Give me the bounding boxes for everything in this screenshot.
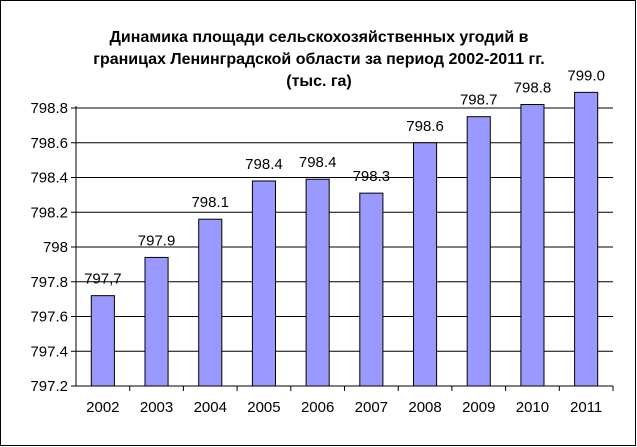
y-tick-label-5: 798.2 (30, 204, 68, 221)
data-label-2003: 797.9 (138, 232, 176, 249)
x-tick-label-2004: 2004 (194, 399, 227, 416)
y-tick-label-2: 797.6 (30, 309, 68, 326)
data-label-2008: 798.6 (406, 118, 444, 135)
y-tick-label-7: 798.6 (30, 135, 68, 152)
y-tick-label-1: 797.4 (30, 343, 68, 360)
y-tick-label-6: 798.4 (30, 170, 68, 187)
y-tick-label-3: 797.8 (30, 274, 68, 291)
bar-2002 (90, 295, 115, 387)
data-label-2010: 798.8 (514, 80, 552, 97)
y-tick-label-4: 798 (43, 239, 68, 256)
bar-2011 (574, 91, 599, 387)
chart-title-line-1: Динамика площади сельскохозяйственных уг… (110, 29, 529, 46)
bar-2005 (251, 180, 276, 387)
x-tick-label-2003: 2003 (140, 399, 173, 416)
data-label-2004: 798.1 (191, 194, 229, 211)
plot-area: 797.2 797.4 797.6 797.8 798 798.2 798.4 798.6 79… (30, 67, 614, 416)
y-tick-label-0: 797.2 (30, 378, 68, 395)
bar-2003 (144, 256, 169, 387)
bar-2009 (466, 116, 491, 387)
x-tick-label-2008: 2008 (408, 399, 441, 416)
x-tick-label-2005: 2005 (247, 399, 280, 416)
bar-2004 (198, 218, 223, 387)
chart-title-line-3: (тыс. га) (286, 73, 352, 90)
data-label-2006: 798.4 (299, 154, 337, 171)
data-label-2005: 798.4 (245, 156, 283, 173)
data-label-2011: 799.0 (567, 67, 605, 84)
bar-2006 (305, 178, 330, 387)
chart-title-line-2: границах Ленинградской области за период… (93, 51, 544, 68)
data-label-2002: 797,7 (84, 271, 122, 288)
x-tick-label-2006: 2006 (301, 399, 334, 416)
x-tick-label-2002: 2002 (86, 399, 119, 416)
bar-2008 (413, 142, 438, 387)
bar-2007 (359, 192, 384, 387)
bar-2010 (520, 104, 545, 387)
x-tick-label-2010: 2010 (516, 399, 549, 416)
x-tick-label-2007: 2007 (355, 399, 388, 416)
x-tick-label-2009: 2009 (462, 399, 495, 416)
x-tick-label-2011: 2011 (570, 399, 602, 416)
data-label-2009: 798.7 (460, 92, 498, 109)
data-label-2007: 798.3 (353, 168, 391, 185)
y-tick-label-8: 798.8 (30, 100, 68, 117)
